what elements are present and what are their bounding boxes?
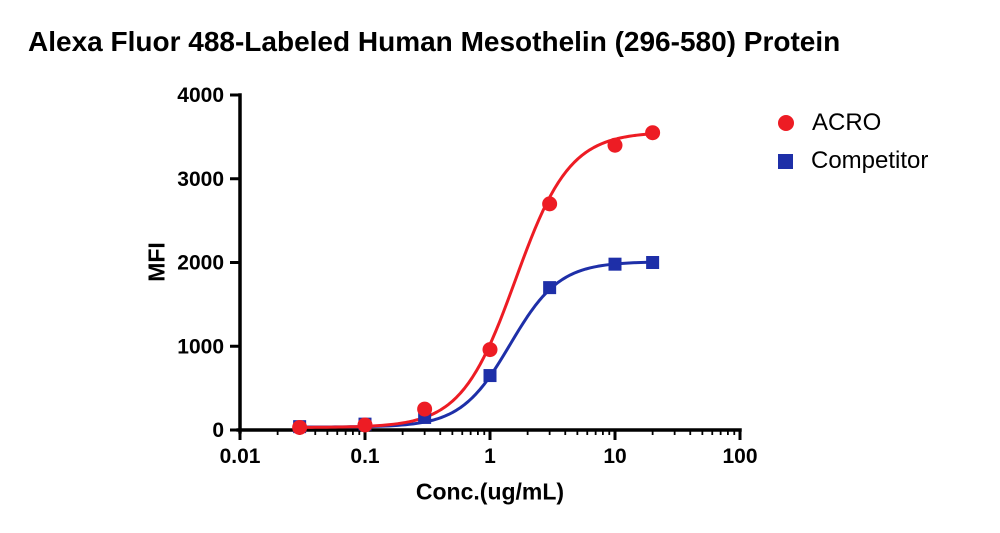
acro-circle-marker-icon [778,115,794,131]
legend-label-competitor: Competitor [811,147,929,174]
svg-text:1000: 1000 [177,335,224,358]
chart-title: Alexa Fluor 488-Labeled Human Mesothelin… [28,26,841,57]
svg-text:0: 0 [212,419,224,442]
legend-label-acro: ACRO [812,109,882,136]
legend-item-competitor: Competitor [778,142,928,180]
svg-text:10: 10 [603,445,626,468]
svg-text:100: 100 [722,445,757,468]
svg-text:4000: 4000 [177,84,224,107]
competitor-square-marker-icon [778,153,793,169]
svg-text:2000: 2000 [177,252,224,275]
legend-item-acro: ACRO [778,104,928,142]
svg-text:1: 1 [484,445,496,468]
svg-text:0.1: 0.1 [350,445,380,468]
svg-text:0.01: 0.01 [220,445,261,468]
svg-text:3000: 3000 [177,168,224,191]
legend: ACRO Competitor [778,104,928,180]
x-axis-label: Conc.(ug/mL) [415,478,565,505]
